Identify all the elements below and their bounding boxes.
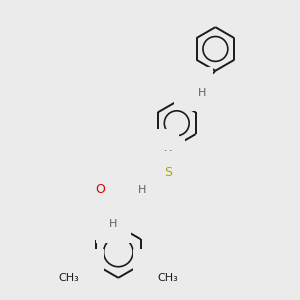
Text: O: O (148, 264, 158, 278)
Text: H: H (109, 219, 118, 229)
Text: H: H (164, 150, 172, 160)
Text: H: H (138, 184, 146, 195)
Text: CH₃: CH₃ (59, 273, 80, 283)
Text: CH₃: CH₃ (157, 273, 178, 283)
Text: N: N (130, 177, 140, 190)
Text: O: O (95, 183, 105, 196)
Text: N: N (154, 145, 164, 158)
Text: S: S (164, 166, 172, 179)
Text: N: N (189, 82, 198, 95)
Text: H: H (198, 88, 207, 98)
Text: N: N (102, 212, 111, 225)
Text: O: O (79, 264, 89, 278)
